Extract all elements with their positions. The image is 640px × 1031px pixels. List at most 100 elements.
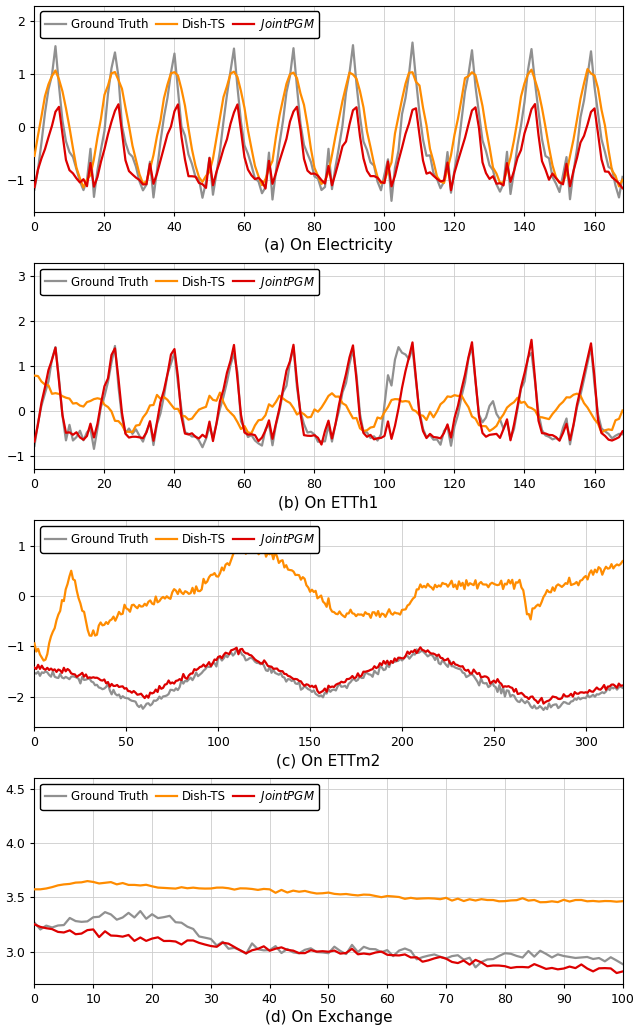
Dish-TS [248, 427, 255, 439]
$\mathit{JointPGM}$ [150, 687, 157, 699]
$\mathit{JointPGM}$ [301, 946, 309, 959]
Dish-TS [152, 591, 159, 603]
Dish-TS [191, 160, 199, 172]
Ground Truth [136, 905, 144, 918]
X-axis label: (a) On Electricity: (a) On Electricity [264, 238, 393, 254]
Dish-TS [404, 599, 412, 611]
Line: $\mathit{JointPGM}$: $\mathit{JointPGM}$ [35, 925, 623, 973]
Dish-TS [503, 164, 511, 176]
Dish-TS [184, 883, 191, 895]
Dish-TS [84, 875, 92, 888]
Line: $\mathit{JointPGM}$: $\mathit{JointPGM}$ [35, 340, 623, 444]
Ground Truth [450, 660, 458, 672]
Dish-TS [477, 893, 485, 905]
$\mathit{JointPGM}$ [317, 438, 325, 451]
Dish-TS [594, 418, 602, 430]
$\mathit{JointPGM}$ [598, 154, 605, 166]
Ground Truth [564, 697, 572, 709]
Dish-TS [536, 896, 544, 908]
Ground Truth [72, 914, 79, 927]
$\mathit{JointPGM}$ [619, 182, 627, 195]
Dish-TS [40, 655, 47, 667]
Dish-TS [387, 607, 395, 620]
$\mathit{JointPGM}$ [400, 652, 408, 664]
Line: Ground Truth: Ground Truth [35, 650, 623, 710]
Dish-TS [619, 555, 627, 567]
Ground Truth [598, 423, 605, 435]
Line: Ground Truth: Ground Truth [35, 911, 623, 967]
$\mathit{JointPGM}$ [540, 697, 547, 709]
$\mathit{JointPGM}$ [447, 185, 455, 197]
$\mathit{JointPGM}$ [417, 641, 424, 654]
Ground Truth [413, 643, 420, 656]
$\mathit{JointPGM}$ [292, 673, 300, 686]
Dish-TS [619, 404, 627, 417]
X-axis label: (d) On Exchange: (d) On Exchange [265, 1010, 392, 1026]
Ground Truth [619, 171, 627, 184]
$\mathit{JointPGM}$ [188, 427, 196, 439]
Line: Ground Truth: Ground Truth [35, 42, 623, 201]
Dish-TS [619, 895, 627, 907]
Ground Truth [262, 181, 269, 194]
$\mathit{JointPGM}$ [619, 965, 627, 977]
$\mathit{JointPGM}$ [31, 919, 38, 931]
Ground Truth [388, 195, 396, 207]
Ground Truth [538, 133, 546, 145]
Dish-TS [188, 412, 196, 425]
$\mathit{JointPGM}$ [503, 413, 511, 426]
Dish-TS [534, 86, 542, 98]
Ground Truth [448, 950, 456, 962]
Dish-TS [584, 63, 591, 75]
Legend: Ground Truth, Dish-TS, $\mathit{JointPGM}$: Ground Truth, Dish-TS, $\mathit{JointPGM… [40, 526, 319, 553]
Ground Truth [90, 442, 98, 455]
Dish-TS [598, 103, 605, 115]
Dish-TS [493, 420, 500, 432]
$\mathit{JointPGM}$ [538, 427, 546, 439]
Ground Truth [292, 677, 300, 690]
Dish-TS [31, 149, 38, 162]
$\mathit{JointPGM}$ [538, 155, 546, 167]
Ground Truth [538, 424, 546, 436]
Ground Truth [188, 158, 196, 170]
Ground Truth [496, 413, 504, 426]
$\mathit{JointPGM}$ [612, 967, 620, 979]
Ground Truth [389, 950, 397, 962]
Ground Truth [31, 917, 38, 929]
Dish-TS [451, 578, 459, 591]
Ground Truth [409, 36, 417, 48]
Ground Truth [31, 439, 38, 452]
Line: $\mathit{JointPGM}$: $\mathit{JointPGM}$ [35, 104, 623, 191]
Ground Truth [383, 658, 391, 670]
Ground Truth [195, 434, 203, 446]
Dish-TS [265, 398, 273, 410]
Ground Truth [184, 921, 191, 933]
Dish-TS [307, 887, 315, 899]
$\mathit{JointPGM}$ [493, 428, 500, 440]
$\mathit{JointPGM}$ [472, 954, 479, 966]
Dish-TS [79, 181, 87, 194]
$\mathit{JointPGM}$ [493, 177, 500, 190]
$\mathit{JointPGM}$ [527, 334, 535, 346]
Legend: Ground Truth, Dish-TS, $\mathit{JointPGM}$: Ground Truth, Dish-TS, $\mathit{JointPGM… [40, 11, 319, 38]
Ground Truth [619, 428, 627, 440]
Ground Truth [496, 186, 504, 198]
Ground Truth [31, 184, 38, 196]
Dish-TS [503, 401, 511, 413]
Dish-TS [31, 637, 38, 650]
X-axis label: (b) On ETTh1: (b) On ETTh1 [278, 496, 379, 510]
Dish-TS [265, 162, 273, 174]
Line: Dish-TS: Dish-TS [35, 375, 623, 433]
Dish-TS [564, 577, 572, 590]
Ground Truth [598, 133, 605, 145]
$\mathit{JointPGM}$ [31, 435, 38, 447]
$\mathit{JointPGM}$ [598, 427, 605, 439]
Ground Truth [400, 653, 408, 665]
Ground Truth [150, 694, 157, 706]
Ground Truth [307, 942, 315, 955]
Ground Truth [619, 681, 627, 694]
Dish-TS [72, 876, 79, 889]
Ground Truth [472, 961, 479, 973]
$\mathit{JointPGM}$ [31, 662, 38, 674]
Legend: Ground Truth, Dish-TS, $\mathit{JointPGM}$: Ground Truth, Dish-TS, $\mathit{JointPGM… [40, 269, 319, 295]
Ground Truth [507, 433, 515, 445]
